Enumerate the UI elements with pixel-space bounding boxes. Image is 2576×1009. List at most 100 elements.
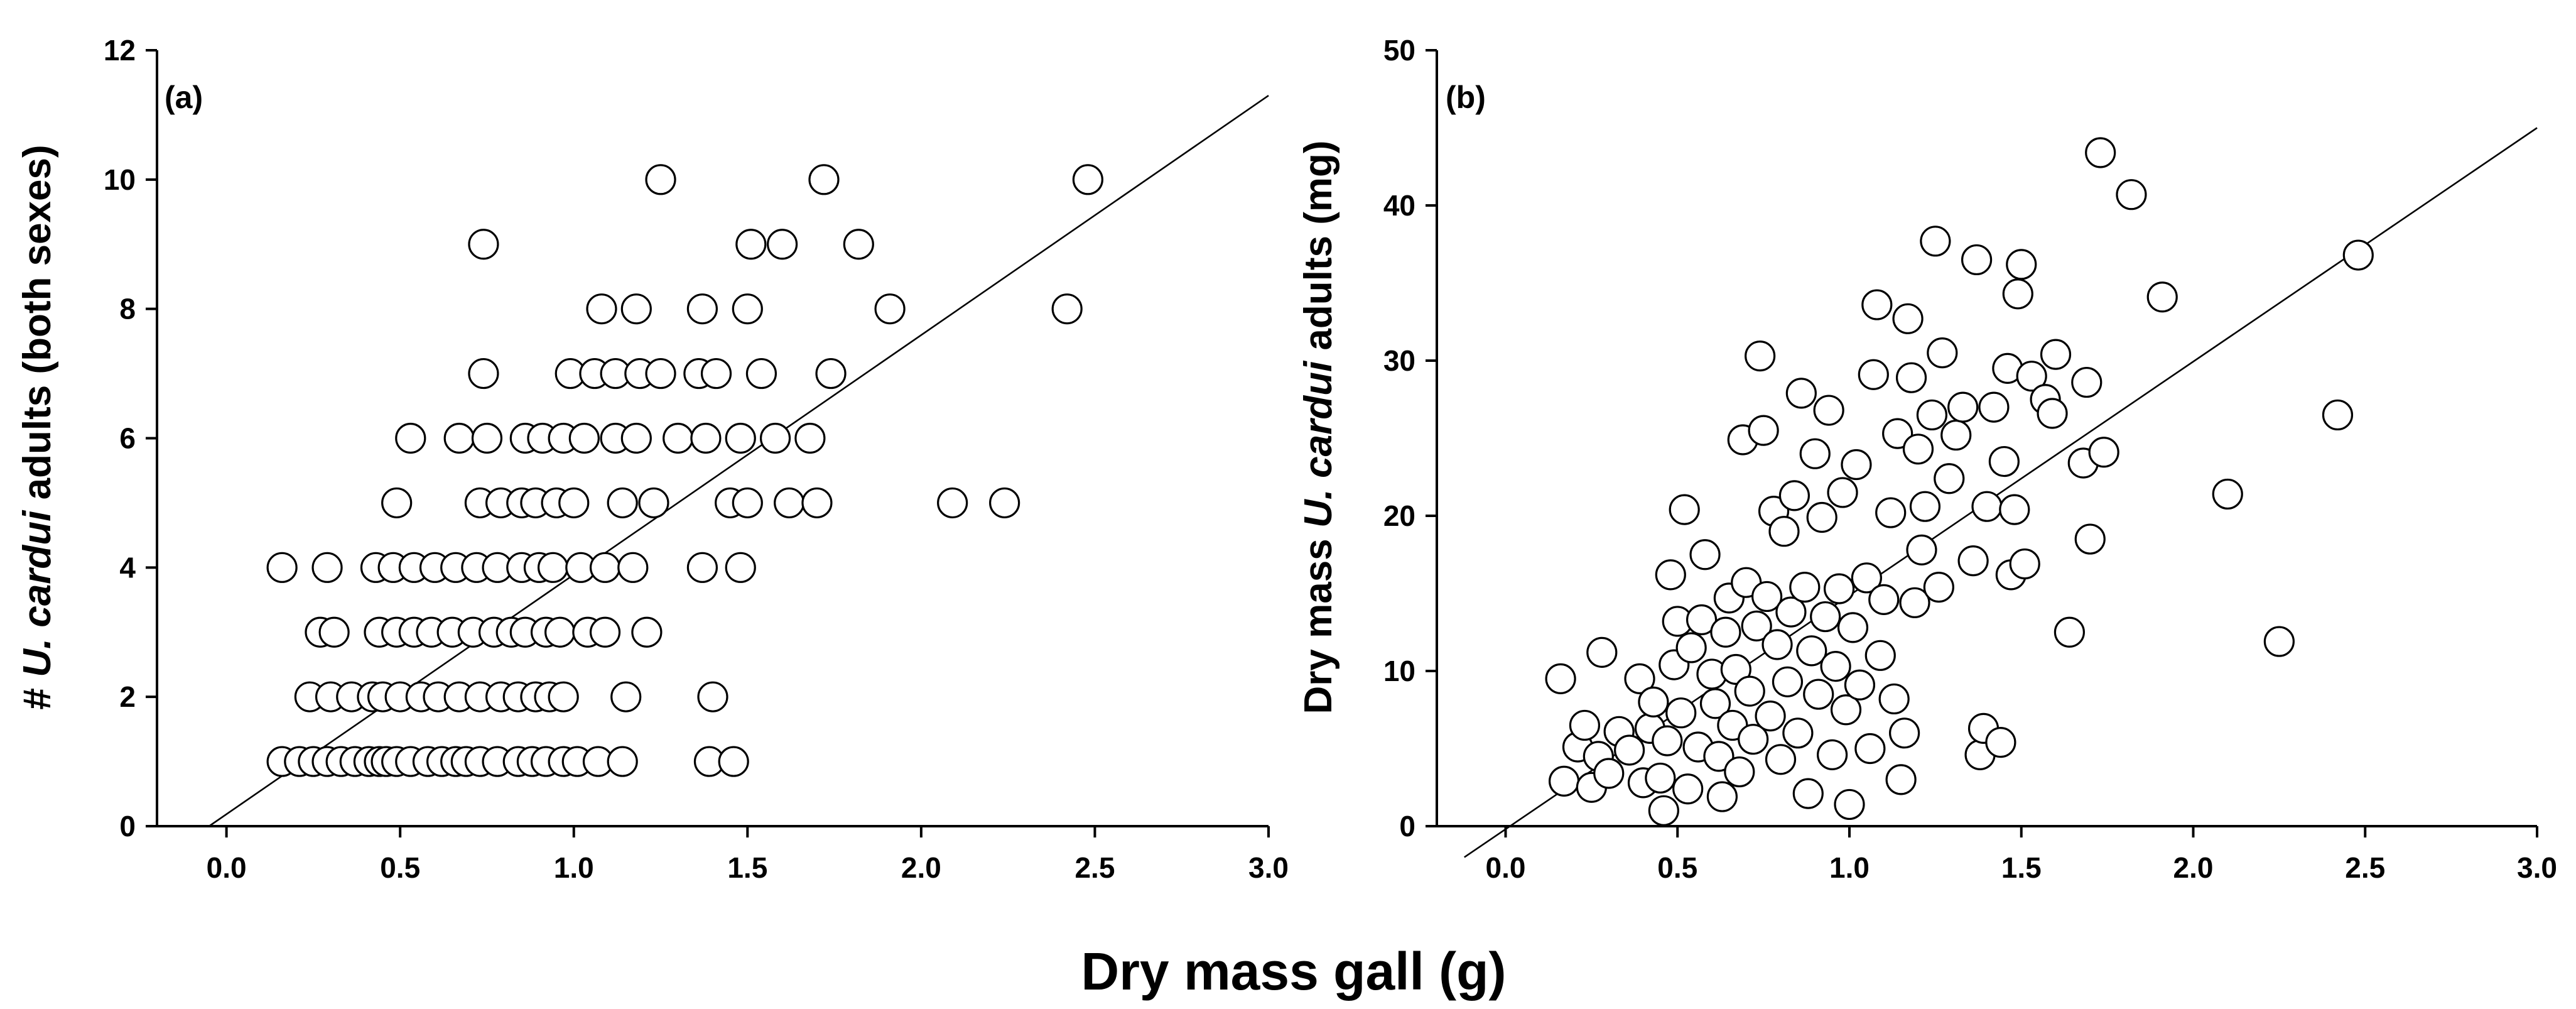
data-point-a xyxy=(537,552,569,583)
data-point-a xyxy=(989,487,1020,519)
data-point-b xyxy=(1672,773,1704,805)
data-point-a xyxy=(1072,164,1103,195)
data-point-b xyxy=(1978,391,2010,423)
data-point-a xyxy=(620,293,652,325)
data-point-b xyxy=(1827,477,1858,508)
data-point-a xyxy=(468,357,499,390)
data-point-b xyxy=(2322,399,2354,431)
y-tick-label-a: 2 xyxy=(119,680,136,713)
data-point-b xyxy=(1768,516,1800,547)
data-point-a xyxy=(759,422,791,454)
data-point-b xyxy=(1916,399,1947,431)
regression-line-a xyxy=(208,94,1269,827)
data-point-a xyxy=(645,357,676,390)
data-point-a xyxy=(266,552,298,583)
data-point-b xyxy=(1810,601,1841,633)
data-point-b xyxy=(1889,717,1920,749)
data-point-a xyxy=(663,422,694,454)
data-point-b xyxy=(1858,359,1889,390)
x-tick-label-b: 0.0 xyxy=(1486,851,1526,884)
data-point-b xyxy=(1772,666,1804,697)
data-point-a xyxy=(617,552,649,583)
data-point-b xyxy=(1675,632,1707,663)
data-point-b xyxy=(1909,491,1941,522)
plot-area-a: 0.0 0.5 1.0 1.5 2.0 2.5 3.0 0 2 4 6 8 10 12 xyxy=(104,34,1289,884)
data-point-a xyxy=(645,164,676,195)
data-point-b xyxy=(1999,494,2030,525)
data-point-b xyxy=(1882,418,1913,449)
data-point-b xyxy=(1906,534,1937,565)
plot-area-b: 0.0 0.5 1.0 1.5 2.0 2.5 3.0 0 10 20 30 40 50 xyxy=(1383,34,2557,884)
data-point-a xyxy=(610,681,642,712)
data-point-b xyxy=(1669,494,1700,525)
data-point-b xyxy=(1665,697,1697,729)
data-point-a xyxy=(311,552,343,583)
data-point-b xyxy=(1762,629,1793,660)
data-point-b xyxy=(1902,434,1934,465)
data-point-b xyxy=(2002,278,2033,310)
data-point-a xyxy=(794,422,826,454)
data-point-b xyxy=(1648,795,1679,826)
data-point-b xyxy=(1782,717,1814,749)
data-point-b xyxy=(1834,788,1865,821)
data-point-b xyxy=(1765,744,1797,775)
data-point-b xyxy=(1803,679,1834,710)
data-point-b xyxy=(1710,616,1741,648)
data-point-b xyxy=(1837,612,1869,643)
x-tick-label-a: 1.0 xyxy=(554,851,594,884)
data-point-a xyxy=(443,422,475,454)
data-point-b xyxy=(1985,727,2016,758)
data-point-a xyxy=(631,616,663,648)
x-tick-label-a: 3.0 xyxy=(1248,851,1289,884)
data-point-a xyxy=(381,487,413,519)
data-point-b xyxy=(1854,733,1886,765)
data-point-b xyxy=(1686,604,1718,636)
panel-a: 0.0 0.5 1.0 1.5 2.0 2.5 3.0 0 2 4 6 8 10 12 (a) # U. … xyxy=(16,34,1289,884)
panel-label-b: (b) xyxy=(1446,80,1486,115)
data-point-b xyxy=(1789,572,1821,603)
data-point-b xyxy=(1823,573,1855,604)
data-point-b xyxy=(1745,340,1776,372)
data-point-b xyxy=(1861,289,1893,320)
x-tick-label-b: 0.5 xyxy=(1657,851,1697,884)
data-point-b xyxy=(1885,764,1917,795)
x-axis-title: Dry mass gall (g) xyxy=(1081,942,1507,1001)
data-point-a xyxy=(1051,293,1083,325)
x-tick-label-b: 2.5 xyxy=(2345,851,2385,884)
data-point-b xyxy=(1817,739,1848,770)
data-point-b xyxy=(1545,663,1576,694)
y-axis-title-a: # U. cardui adults (both sexes) xyxy=(16,145,59,709)
data-point-b xyxy=(1875,497,1907,528)
data-point-b xyxy=(2342,239,2374,271)
y-tick-label-a: 10 xyxy=(104,163,136,196)
y-axis-title-b-prefix: Dry mass xyxy=(1297,528,1340,714)
y-tick-label-a: 0 xyxy=(119,810,136,843)
data-point-b xyxy=(2085,137,2116,168)
y-tick-label-a: 6 xyxy=(119,422,136,455)
data-point-b xyxy=(1778,480,1810,511)
data-point-b xyxy=(1920,226,1951,257)
y-tick-label-a: 4 xyxy=(119,551,136,584)
data-point-a xyxy=(638,487,669,519)
data-point-b xyxy=(1624,663,1655,694)
data-point-b xyxy=(2074,523,2106,555)
y-tick-label-b: 20 xyxy=(1383,499,1415,532)
data-point-a xyxy=(589,616,621,648)
data-point-b xyxy=(1899,587,1930,618)
data-point-a xyxy=(548,681,579,712)
data-point-a xyxy=(690,422,722,454)
y-axis-title-b: Dry mass U. cardui adults (mg) xyxy=(1297,140,1340,714)
data-point-b xyxy=(1741,610,1772,641)
data-point-a xyxy=(937,487,968,519)
x-tick-label-b: 2.0 xyxy=(2173,851,2214,884)
data-point-b xyxy=(1699,688,1731,719)
y-tick-label-b: 50 xyxy=(1383,34,1415,67)
data-point-b xyxy=(1830,694,1862,726)
x-tick-label-b: 1.5 xyxy=(2001,851,2042,884)
data-point-a xyxy=(471,422,503,454)
data-point-b xyxy=(2212,478,2243,510)
y-axis-title-a-suffix: adults (both sexes) xyxy=(16,145,59,510)
data-point-b xyxy=(1923,572,1954,603)
data-point-a xyxy=(874,293,906,325)
